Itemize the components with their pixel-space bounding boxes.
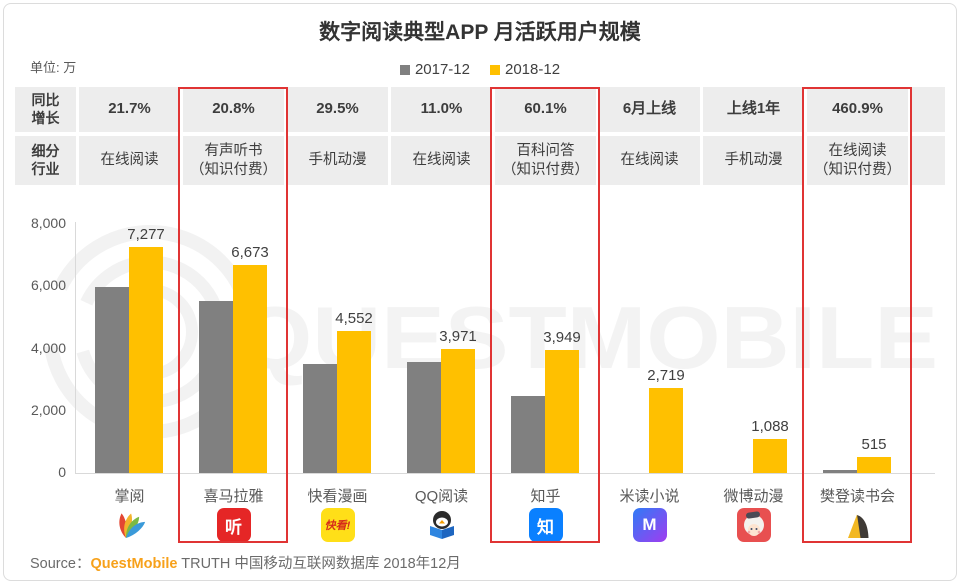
bar-2018-微博动漫 <box>753 439 787 473</box>
unit-label: 单位: 万 <box>30 60 77 75</box>
bar-2017-掌阅 <box>95 286 129 473</box>
table-growth-row: 同比 增长 21.7% 20.8% 29.5% 11.0% 60.1% 6月上线… <box>15 87 945 132</box>
legend-swatch-2017 <box>399 64 410 75</box>
x-axis-baseline <box>75 473 935 474</box>
growth-cell: 29.5% <box>287 87 388 132</box>
bar-value-label: 3,971 <box>439 328 477 346</box>
legend-item-2017: 2017-12 <box>399 61 470 78</box>
growth-cell: 11.0% <box>391 87 492 132</box>
midu-icon: M <box>599 508 700 544</box>
category-label: QQ阅读 <box>414 488 469 505</box>
industry-cell: 在线阅读 （知识付费） <box>807 136 908 185</box>
bar-2017-QQ阅读 <box>407 361 441 473</box>
bar-value-label: 4,552 <box>335 310 373 328</box>
legend-label-2018: 2018-12 <box>505 61 561 78</box>
y-axis-tick: 0 <box>58 464 66 480</box>
industry-cell: 手机动漫 <box>287 136 388 185</box>
table-stub-cell <box>911 87 945 132</box>
category-label: 快看漫画 <box>307 488 368 505</box>
chart-legend: 2017-12 2018-12 <box>0 61 960 78</box>
industry-cell: 在线阅读 <box>599 136 700 185</box>
bar-value-label: 7,277 <box>127 225 165 243</box>
ireader-icon <box>79 508 180 544</box>
bar-2018-掌阅 <box>129 246 163 473</box>
category-label: 樊登读书会 <box>819 488 895 505</box>
category-label: 微博动漫 <box>723 488 784 505</box>
questmobile-brand: QuestMobile <box>90 556 178 572</box>
growth-cell: 20.8% <box>183 87 284 132</box>
growth-cell: 460.9% <box>807 87 908 132</box>
category-label: 掌阅 <box>114 488 145 505</box>
highlight-box-ximalaya <box>178 87 288 543</box>
bar-2017-知乎 <box>511 396 545 473</box>
source-note: Source：QuestMobile TRUTH 中国移动互联网数据库 2018… <box>30 556 461 572</box>
growth-cell: 6月上线 <box>599 87 700 132</box>
legend-label-2017: 2017-12 <box>414 61 470 78</box>
weibo-comic-icon <box>703 508 804 544</box>
zhihu-icon: 知 <box>495 508 596 544</box>
y-axis-line <box>75 222 76 474</box>
bar-2017-快看漫画 <box>303 363 337 473</box>
bar-2018-米读小说 <box>649 388 683 473</box>
bar-2018-知乎 <box>545 350 579 473</box>
bar-2017-樊登读书会 <box>823 470 857 473</box>
legend-swatch-2018 <box>490 64 500 75</box>
ximalaya-icon: 听 <box>183 508 284 544</box>
growth-cell: 上线1年 <box>703 87 804 132</box>
y-axis-tick: 2,000 <box>30 401 66 418</box>
growth-cell: 60.1% <box>495 87 596 132</box>
bar-2018-快看漫画 <box>337 331 371 473</box>
fandeng-icon <box>807 508 908 544</box>
bar-2017-喜马拉雅 <box>199 301 233 473</box>
page-title: 数字阅读典型APP 月活跃用户规模 <box>319 21 641 44</box>
bar-value-label: 3,949 <box>543 329 581 347</box>
qq-reading-icon <box>391 508 492 544</box>
bar-value-label: 1,088 <box>751 418 789 436</box>
industry-cell: 在线阅读 <box>79 136 180 185</box>
highlight-box-fandeng <box>802 87 912 543</box>
category-label: 喜马拉雅 <box>203 488 264 505</box>
industry-cell: 有声听书 （知识付费） <box>183 136 284 185</box>
bar-2018-QQ阅读 <box>441 349 475 473</box>
table-stub-cell <box>911 136 945 185</box>
category-label: 知乎 <box>530 488 561 505</box>
industry-cell: 在线阅读 <box>391 136 492 185</box>
bar-2018-喜马拉雅 <box>233 265 267 473</box>
table-row1-label: 同比 增长 <box>15 87 76 132</box>
bar-value-label: 515 <box>861 435 887 453</box>
y-axis-tick: 8,000 <box>30 215 66 231</box>
y-axis-tick: 6,000 <box>30 277 66 294</box>
highlight-box-zhihu <box>490 87 600 543</box>
legend-item-2018: 2018-12 <box>490 61 560 78</box>
kuaikan-icon: 快看! <box>287 508 388 544</box>
table-industry-row: 细分 行业 在线阅读 有声听书 （知识付费） 手机动漫 在线阅读 百科问答 （知识付… <box>15 136 945 185</box>
bar-value-label: 6,673 <box>231 244 269 262</box>
bar-value-label: 2,719 <box>647 367 685 385</box>
category-label: 米读小说 <box>619 488 680 505</box>
table-row2-label: 细分 行业 <box>15 136 76 185</box>
y-axis-tick: 4,000 <box>30 339 66 356</box>
industry-cell: 百科问答 （知识付费） <box>495 136 596 185</box>
growth-cell: 21.7% <box>79 87 180 132</box>
industry-cell: 手机动漫 <box>703 136 804 185</box>
bar-2018-樊登读书会 <box>857 456 891 473</box>
